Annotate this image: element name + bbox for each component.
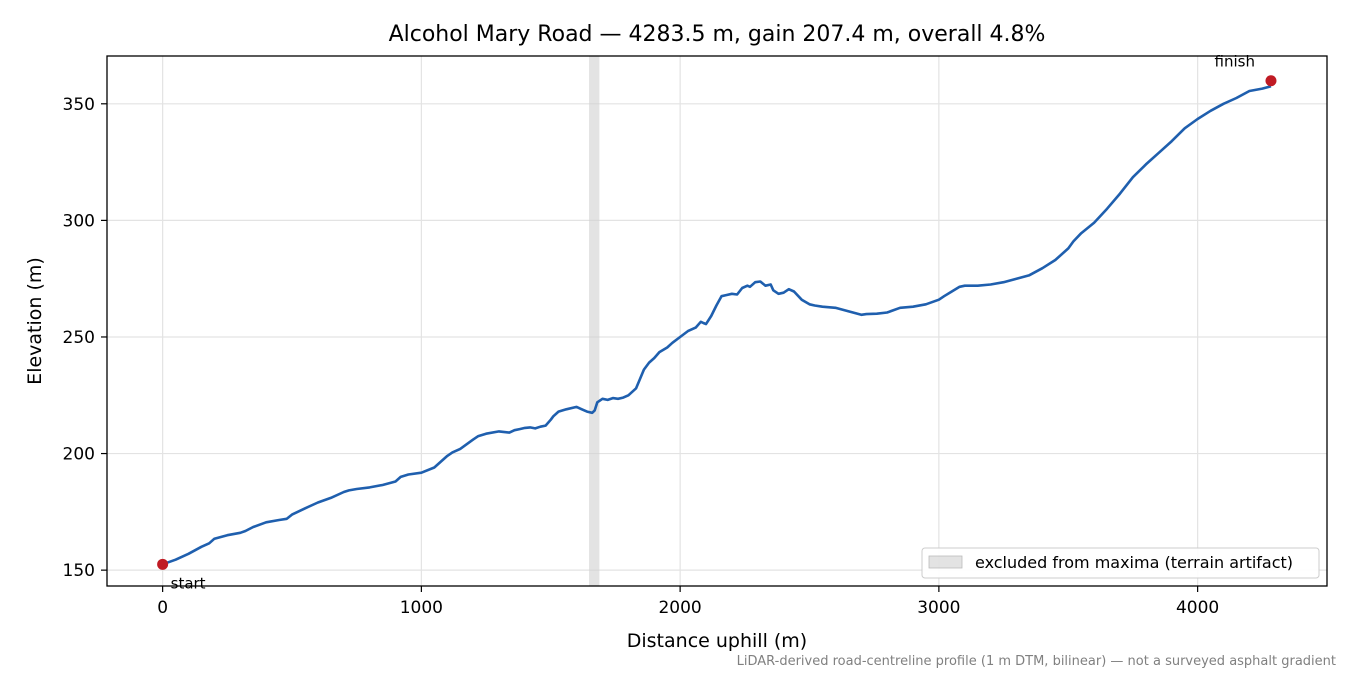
- start-marker: [157, 558, 169, 570]
- x-axis-ticks: 0 1000 2000 3000 4000: [157, 586, 1219, 618]
- legend-box: [921, 547, 1320, 579]
- y-tick-label: 300: [63, 211, 95, 231]
- start-label: start: [171, 574, 206, 592]
- chart-title: Alcohol Mary Road — 4283.5 m, gain 207.4…: [389, 22, 1046, 47]
- x-tick-label: 1000: [400, 598, 443, 618]
- x-tick-label: 2000: [658, 598, 701, 618]
- plot-frame: [106, 55, 1328, 587]
- finish-marker: [1265, 75, 1277, 87]
- legend-label: excluded from maxima (terrain artifact): [975, 553, 1293, 572]
- endpoint-markers: start finish: [157, 53, 1277, 592]
- x-tick-label: 3000: [917, 598, 960, 618]
- legend: excluded from maxima (terrain artifact): [921, 547, 1320, 579]
- y-tick-label: 250: [63, 328, 95, 348]
- gridlines: [107, 56, 1327, 586]
- y-axis-ticks: 150 200 250 300 350: [63, 95, 107, 581]
- y-tick-label: 150: [63, 561, 95, 581]
- excluded-region-band: [589, 56, 600, 586]
- legend-swatch: [928, 555, 963, 569]
- y-axis-label: Elevation (m): [24, 257, 46, 385]
- finish-label: finish: [1215, 53, 1255, 71]
- x-axis-label: Distance uphill (m): [627, 630, 807, 652]
- y-tick-label: 200: [63, 445, 95, 465]
- elevation-series-line: [162, 85, 1272, 566]
- footnote: LiDAR-derived road-centreline profile (1…: [737, 654, 1336, 669]
- y-tick-label: 350: [63, 95, 95, 115]
- x-tick-label: 4000: [1176, 598, 1219, 618]
- x-tick-label: 0: [157, 598, 168, 618]
